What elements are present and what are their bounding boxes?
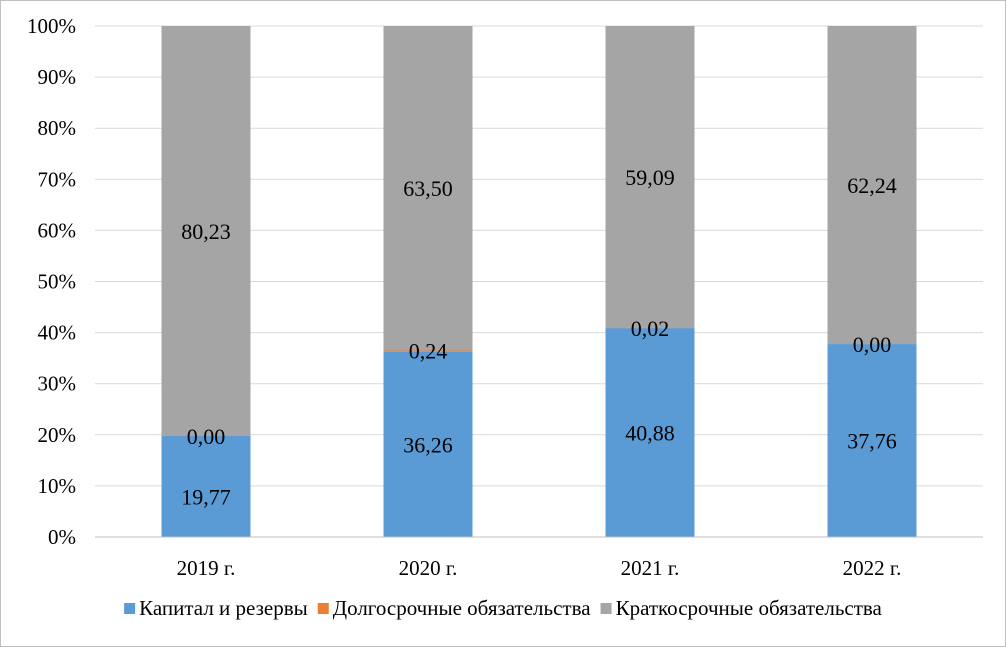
y-axis: 0% 10% 20% 30% 40% 50% 60% 70% 80% 90% 100%	[27, 14, 76, 549]
x-axis: 2019 г. 2020 г. 2021 г. 2022 г.	[95, 536, 983, 580]
data-label: 59,09	[625, 165, 675, 190]
bar-segment	[383, 350, 473, 352]
y-tick-label: 20%	[38, 423, 77, 447]
y-tick-label: 60%	[38, 218, 77, 242]
bar-segment	[605, 26, 695, 328]
legend-swatch	[317, 603, 329, 614]
data-label: 0,24	[409, 338, 448, 363]
y-tick-label: 100%	[27, 14, 76, 38]
y-tick-label: 50%	[38, 270, 77, 294]
legend-swatch	[124, 603, 136, 614]
y-tick-label: 30%	[38, 372, 77, 396]
y-tick-label: 0%	[48, 525, 76, 549]
bar-segment	[161, 435, 251, 537]
bar-segment	[605, 328, 695, 537]
legend-item: Капитал и резервы	[124, 596, 308, 620]
bar-segment	[383, 26, 473, 351]
data-label: 19,77	[181, 485, 231, 510]
bar-segment	[383, 351, 473, 537]
data-label: 37,76	[847, 429, 897, 454]
y-tick-label: 80%	[38, 116, 77, 140]
x-category-label: 2021 г.	[621, 556, 680, 580]
bars	[161, 26, 917, 537]
data-label: 36,26	[403, 432, 453, 457]
x-category-label: 2022 г.	[843, 556, 902, 580]
bar-segment	[827, 344, 917, 537]
data-label: 63,50	[403, 176, 453, 201]
legend: Капитал и резервы Долгосрочные обязательс…	[124, 596, 883, 620]
y-tick-label: 70%	[38, 167, 77, 191]
y-tick-label: 10%	[38, 474, 77, 498]
data-label: 40,88	[625, 421, 675, 446]
data-labels: 19,77 0,00 80,23 36,26 0,24 63,50 40,88 0,02 59,…	[181, 165, 897, 510]
legend-label: Долгосрочные обязательства	[333, 596, 591, 620]
data-label: 0,02	[631, 316, 670, 341]
y-tick-label: 40%	[38, 321, 77, 345]
legend-label: Капитал и резервы	[139, 596, 308, 620]
y-tick-label: 90%	[38, 65, 77, 89]
x-category-label: 2020 г.	[399, 556, 458, 580]
legend-item: Краткосрочные обязательства	[600, 596, 883, 620]
legend-item: Долгосрочные обязательства	[317, 596, 591, 620]
data-label: 80,23	[181, 219, 231, 244]
data-label: 0,00	[853, 332, 892, 357]
bar-segment	[827, 26, 917, 345]
legend-label: Краткосрочные обязательства	[616, 596, 883, 620]
bar-segment	[161, 26, 251, 436]
legend-swatch	[600, 603, 612, 614]
data-label: 0,00	[187, 424, 226, 449]
x-category-label: 2019 г.	[177, 556, 236, 580]
data-label: 62,24	[847, 173, 897, 198]
